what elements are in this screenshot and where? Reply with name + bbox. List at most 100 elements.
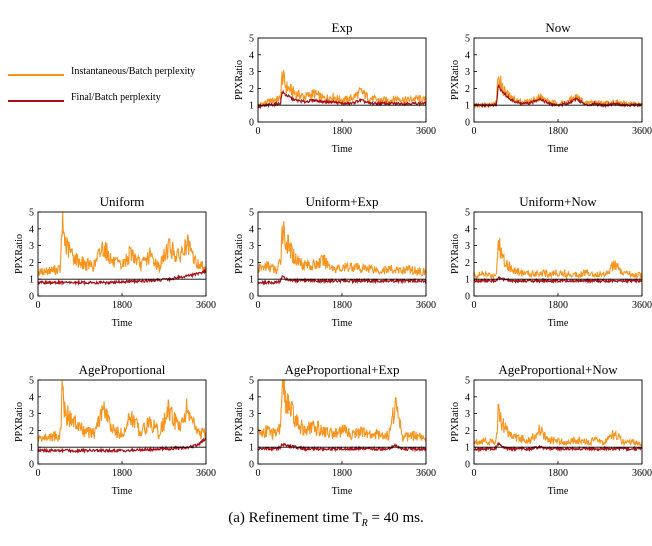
x-tick-label: 3600: [416, 300, 436, 311]
y-tick-label: 1: [29, 275, 34, 286]
series-line-instantaneous: [37, 379, 207, 443]
x-tick-label: 1800: [112, 468, 132, 479]
y-tick-label: 3: [249, 241, 254, 252]
x-tick-label: 3600: [196, 300, 216, 311]
y-tick-label: 2: [249, 258, 254, 269]
y-tick-label: 5: [29, 208, 34, 219]
y-axis-label: PPXRatio: [450, 402, 461, 442]
y-tick-label: 1: [29, 443, 34, 454]
y-axis-label: PPXRatio: [234, 234, 245, 274]
y-tick-label: 4: [249, 224, 254, 235]
x-tick-label: 1800: [332, 126, 352, 137]
y-axis-label: PPXRatio: [14, 234, 25, 274]
x-tick-label: 1800: [332, 300, 352, 311]
y-tick-label: 2: [465, 84, 470, 95]
x-tick-label: 0: [36, 300, 41, 311]
panel-title: AgeProportional+Now: [498, 362, 618, 377]
panel-title: Uniform+Now: [519, 194, 597, 209]
y-axis-label: PPXRatio: [234, 60, 245, 100]
y-tick-label: 2: [29, 426, 34, 437]
legend-swatch-instantaneous: [8, 74, 64, 76]
legend-item-final: Final/Batch perplexity: [8, 92, 218, 118]
y-tick-label: 1: [465, 443, 470, 454]
legend-item-instantaneous: Instantaneous/Batch perplexity: [8, 66, 218, 92]
panel-title: Uniform+Exp: [305, 194, 378, 209]
y-tick-label: 3: [465, 409, 470, 420]
y-tick-label: 5: [465, 376, 470, 387]
panel-title: AgeProportional+Exp: [285, 362, 400, 377]
x-tick-label: 3600: [632, 126, 652, 137]
panel-exp: Exp 0 1 2 3 4 5 0 1800 3600 Time PPXRatio: [234, 20, 436, 155]
series-line-instantaneous: [473, 75, 643, 109]
x-axis-label: Time: [332, 318, 353, 329]
x-axis-label: Time: [112, 318, 133, 329]
y-tick-label: 0: [465, 118, 470, 129]
y-tick-label: 1: [465, 101, 470, 112]
x-tick-label: 3600: [632, 300, 652, 311]
y-tick-label: 5: [465, 34, 470, 45]
y-tick-label: 5: [249, 34, 254, 45]
y-tick-label: 1: [249, 443, 254, 454]
panel-ageproportional: AgeProportional 0 1 2 3 4 5 0 1800 3600 Time PPXRat…: [14, 362, 216, 497]
series-line-instantaneous: [37, 212, 207, 277]
legend-swatch-final: [8, 100, 64, 102]
series-line-final: [473, 441, 643, 453]
x-tick-label: 3600: [416, 126, 436, 137]
y-axis-label: PPXRatio: [14, 402, 25, 442]
y-tick-label: 5: [465, 208, 470, 219]
panel-title: Uniform: [100, 194, 145, 209]
y-tick-label: 4: [249, 50, 254, 61]
y-tick-label: 0: [465, 292, 470, 303]
panel-ageproportional-exp: AgeProportional+Exp 0 1 2 3 4 5 0 1800 3600 Time PP…: [234, 362, 436, 497]
series-line-final: [257, 275, 427, 286]
x-tick-label: 0: [256, 468, 261, 479]
panel-uniform-exp: Uniform+Exp 0 1 2 3 4 5 0 1800 3600 Time PPXRatio: [234, 194, 436, 329]
series-line-instantaneous: [473, 403, 643, 447]
x-tick-label: 3600: [632, 468, 652, 479]
series-line-final: [257, 442, 427, 453]
y-tick-label: 0: [465, 460, 470, 471]
y-tick-label: 3: [465, 241, 470, 252]
y-tick-label: 2: [29, 258, 34, 269]
x-tick-label: 3600: [416, 468, 436, 479]
y-tick-label: 0: [29, 460, 34, 471]
series-line-final: [37, 268, 207, 287]
y-tick-label: 2: [465, 258, 470, 269]
series-line-final: [37, 437, 207, 454]
x-tick-label: 1800: [112, 300, 132, 311]
y-tick-label: 3: [465, 67, 470, 78]
x-tick-label: 0: [36, 468, 41, 479]
x-axis-label: Time: [332, 144, 353, 155]
y-tick-label: 4: [29, 392, 34, 403]
y-tick-label: 3: [29, 409, 34, 420]
panel-title: Exp: [332, 20, 353, 35]
y-tick-label: 5: [29, 376, 34, 387]
panel-now: Now 0 1 2 3 4 5 0 1800 3600 Time PPXRatio: [450, 20, 652, 155]
y-tick-label: 4: [29, 224, 34, 235]
y-tick-label: 0: [249, 292, 254, 303]
series-line-instantaneous: [257, 379, 427, 443]
x-tick-label: 1800: [548, 300, 568, 311]
caption-tail: = 40 ms.: [367, 510, 424, 526]
x-tick-label: 1800: [332, 468, 352, 479]
series-line-final: [473, 83, 643, 109]
series-line-instantaneous: [257, 70, 427, 107]
y-tick-label: 0: [29, 292, 34, 303]
y-tick-label: 1: [465, 275, 470, 286]
x-tick-label: 0: [256, 126, 261, 137]
y-axis-label: PPXRatio: [450, 60, 461, 100]
x-axis-label: Time: [548, 144, 569, 155]
panel-title: AgeProportional: [79, 362, 166, 377]
y-axis-label: PPXRatio: [450, 234, 461, 274]
caption-subscript: R: [361, 518, 368, 529]
y-tick-label: 4: [465, 224, 470, 235]
panel-uniform: Uniform 0 1 2 3 4 5 0 1800 3600 Time PPXRatio: [14, 194, 216, 329]
series-line-instantaneous: [257, 221, 427, 277]
plot-frame: [473, 211, 643, 297]
x-tick-label: 0: [256, 300, 261, 311]
panel-uniform-now: Uniform+Now 0 1 2 3 4 5 0 1800 3600 Time PPXRatio: [450, 194, 652, 329]
x-tick-label: 3600: [196, 468, 216, 479]
y-tick-label: 1: [249, 101, 254, 112]
